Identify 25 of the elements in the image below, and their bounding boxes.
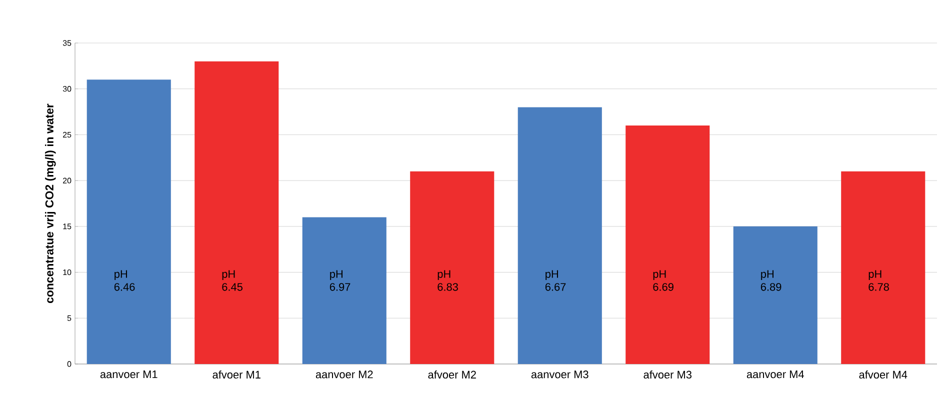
bar	[86, 80, 171, 364]
annotation: pH 6.89	[760, 270, 782, 291]
annotation: pH 6.69	[653, 270, 674, 291]
y-axis-title: concentratue vrij CO2 (mg/l) in water	[45, 104, 56, 303]
annotation: pH 6.67	[545, 270, 566, 291]
bar	[518, 107, 602, 364]
bar	[302, 217, 386, 364]
bar	[194, 61, 279, 364]
annotation: pH 6.97	[330, 270, 350, 291]
x-tick-label: aanvoer M1	[100, 370, 158, 378]
x-tick-label: aanvoer M2	[316, 370, 373, 378]
x-tick-label: afvoer M2	[428, 370, 476, 379]
bar	[841, 171, 926, 364]
annotation: pH 6.78	[868, 270, 889, 291]
x-tick-label: aanvoer M4	[746, 370, 804, 378]
bar	[733, 226, 818, 364]
annotation: pH 6.46	[114, 270, 135, 291]
annotation: pH 6.45	[222, 270, 242, 291]
x-tick-label: afvoer M1	[212, 370, 260, 379]
annotation: pH 6.83	[438, 270, 458, 291]
x-tick-label: afvoer M3	[644, 370, 692, 379]
bar	[626, 126, 710, 364]
x-tick-label: aanvoer M3	[531, 370, 588, 378]
x-tick-label: afvoer M4	[859, 370, 908, 379]
bar	[410, 171, 494, 364]
